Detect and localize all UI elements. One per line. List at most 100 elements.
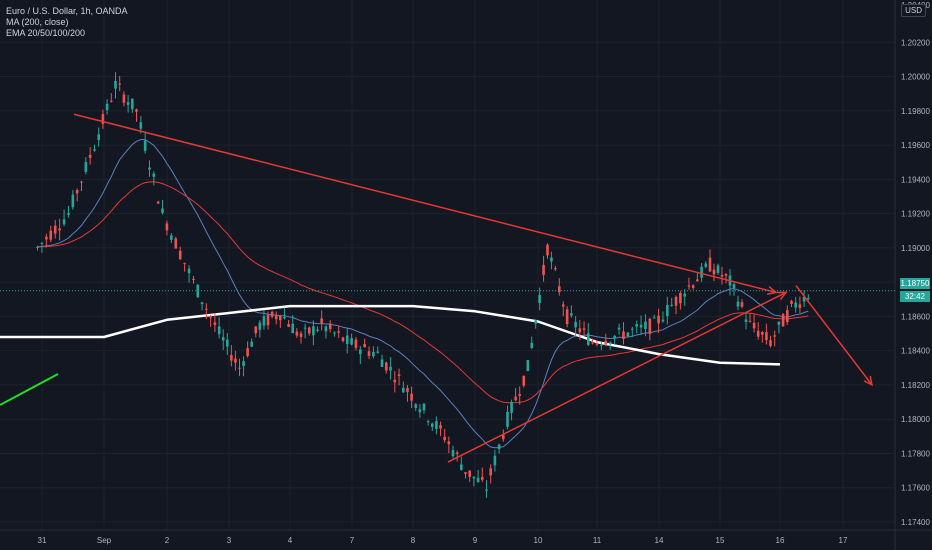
candle-body [426, 421, 430, 423]
ema-line [37, 181, 809, 404]
candle-body [80, 181, 83, 183]
candle-body [367, 351, 371, 356]
candle-body [493, 455, 497, 466]
candle-body [307, 327, 311, 334]
price-axis[interactable]: 1.20200 1.20000 1.19800 1.19600 1.19400 1.192… [901, 1, 930, 527]
candle-body [174, 238, 178, 249]
candle-body [732, 284, 736, 288]
candle-body [670, 304, 673, 306]
candle-body [617, 327, 621, 330]
trend-arrowhead [776, 291, 788, 300]
candle-body [530, 342, 534, 349]
candle-body [341, 337, 345, 342]
candle-body [376, 351, 380, 353]
candle-body [316, 329, 319, 331]
y-tick-label: 1.19200 [901, 210, 930, 219]
candle-body [105, 103, 109, 111]
candle-body [170, 235, 173, 240]
candle-body [608, 342, 612, 344]
candle-body [101, 114, 105, 124]
candle-body [135, 109, 138, 112]
candle-body [410, 393, 413, 401]
candle-body [295, 331, 299, 336]
candle-body [143, 140, 147, 151]
candle-body [807, 298, 810, 300]
candle-body [36, 246, 39, 249]
candle-body [221, 337, 225, 341]
symbol-label[interactable]: Euro / U.S. Dollar, 1h, OANDA [6, 6, 128, 16]
x-tick-label: 14 [655, 536, 664, 545]
candle-body [439, 425, 442, 429]
candle-body [187, 268, 191, 274]
candle-body [183, 262, 186, 264]
candle-body [324, 326, 328, 332]
candle-body [704, 263, 708, 267]
candle-body [506, 411, 509, 427]
candle-body [502, 434, 505, 440]
candle-body [217, 326, 221, 335]
candle-body [402, 387, 405, 393]
candle-body [691, 285, 695, 288]
candle-body [447, 441, 451, 445]
candle-body [393, 379, 397, 383]
candle-body [333, 332, 336, 334]
candle-body [794, 302, 797, 308]
x-tick-label: 8 [411, 536, 416, 545]
candle-body [613, 335, 616, 339]
candle-body [542, 264, 545, 275]
candle-body [422, 403, 426, 411]
candle-body [110, 100, 113, 102]
candle-body [481, 477, 484, 480]
candle-body [389, 366, 392, 371]
candle-body [451, 450, 455, 457]
candle-body [657, 315, 660, 324]
candle-body [460, 464, 463, 470]
ascending-trendline[interactable] [447, 291, 787, 463]
candle-body [234, 358, 237, 363]
candle-body [139, 122, 143, 129]
candle-body [363, 344, 366, 348]
candle-body [708, 257, 712, 272]
candle-body [522, 375, 526, 386]
candle-body [254, 326, 258, 334]
candle-body [687, 285, 691, 287]
candle-body [604, 340, 608, 345]
candle-body [49, 230, 53, 240]
candle-body [152, 173, 156, 177]
candle-body [674, 296, 678, 306]
ema-indicator-label[interactable]: EMA 20/50/100/200 [6, 28, 86, 38]
candle-body [786, 310, 789, 323]
candle-body [761, 332, 764, 335]
candle-body [430, 423, 434, 427]
candle-body [328, 323, 332, 329]
candle-body [418, 409, 422, 413]
projection-arrow[interactable] [795, 285, 873, 386]
candle-body [345, 335, 349, 344]
candle-body [748, 320, 752, 322]
descending-trendline[interactable] [73, 113, 777, 294]
candle-body [700, 266, 703, 278]
currency-button[interactable]: USD [901, 4, 926, 17]
x-tick-label: 11 [593, 536, 602, 545]
candle-body [337, 331, 341, 333]
candle-body [586, 333, 590, 345]
candle-body [270, 311, 274, 317]
candle-body [67, 212, 70, 215]
candle-body [384, 362, 388, 371]
candle-body [88, 154, 92, 159]
candle-body [242, 361, 245, 367]
candle-body [40, 242, 44, 244]
candle-body [464, 472, 467, 474]
time-axis[interactable]: 31 Sep 2 3 4 7 8 9 10 11 14 15 16 17 [38, 536, 848, 545]
candle-body [246, 348, 249, 356]
candle-body [250, 341, 253, 347]
y-tick-label: 1.18600 [901, 312, 930, 321]
candle-body [777, 321, 781, 325]
x-tick-label: 17 [839, 536, 848, 545]
candle-body [397, 374, 401, 376]
candle-body [720, 275, 724, 277]
candle-body [595, 343, 599, 345]
ma-indicator-label[interactable]: MA (200, close) [6, 17, 69, 27]
candle-body [600, 344, 603, 346]
